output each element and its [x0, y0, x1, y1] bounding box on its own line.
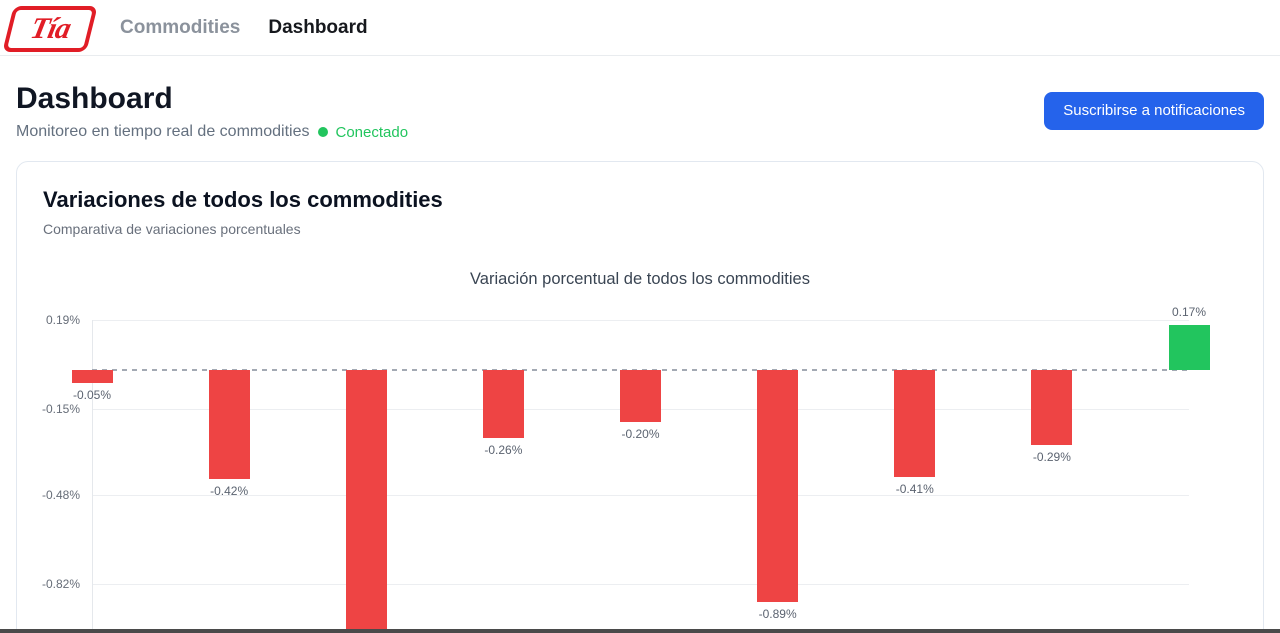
- nav-item-dashboard[interactable]: Dashboard: [268, 16, 368, 38]
- tia-logo[interactable]: Tía: [2, 5, 98, 52]
- connection-status: Conectado: [318, 124, 408, 141]
- bar-negative: [620, 369, 661, 422]
- card-title: Variaciones de todos los commodities: [43, 187, 443, 212]
- variations-card: Variaciones de todos los commodities Com…: [16, 161, 1264, 633]
- page-header-left: Dashboard Monitoreo en tiempo real de co…: [16, 80, 408, 141]
- bar-value-label: -0.05%: [72, 387, 112, 402]
- bar-value-label: -0.42%: [210, 484, 249, 499]
- top-navbar: Tía Commodities Dashboard: [0, 0, 1280, 56]
- bar-negative: [208, 369, 250, 480]
- page-subtitle: Monitoreo en tiempo real de commodities: [16, 123, 310, 140]
- tia-logo-text: Tía: [27, 11, 73, 45]
- main-content: Dashboard Monitoreo en tiempo real de co…: [0, 80, 1280, 633]
- nav-links: Commodities Dashboard: [120, 17, 368, 39]
- bar-negative: [345, 369, 387, 633]
- bar-chart: 0.19% -0.15% -0.48% -0.82% -0.05% -0.42% -0.26…: [17, 298, 1263, 633]
- subscribe-notifications-button[interactable]: Suscribirse a notificaciones: [1044, 91, 1264, 130]
- connected-dot-icon: [318, 127, 329, 137]
- bar-value-label: 0.17%: [1171, 305, 1207, 320]
- page-subtitle-row: Monitoreo en tiempo real de commodities …: [16, 123, 408, 141]
- y-axis-tick-label: -0.15%: [41, 401, 80, 416]
- chart-title: Variación porcentual de todos los commod…: [470, 270, 810, 288]
- bar-value-label: -0.20%: [621, 426, 660, 441]
- page-header: Dashboard Monitoreo en tiempo real de co…: [16, 80, 1264, 141]
- gridline: [92, 319, 1189, 321]
- y-axis-tick-label: -0.48%: [41, 488, 80, 503]
- bar-value-label: -0.29%: [1032, 450, 1071, 465]
- status-label: Conectado: [335, 123, 409, 141]
- y-axis-line: [91, 319, 93, 633]
- nav-item-commodities[interactable]: Commodities: [120, 16, 241, 38]
- gridline: [92, 495, 1189, 497]
- bar-negative: [71, 369, 113, 383]
- gridline: [92, 583, 1189, 585]
- bottom-dark-strip: [0, 629, 1280, 633]
- y-axis-tick-label: -0.82%: [41, 576, 80, 591]
- bar-value-label: -0.26%: [484, 442, 523, 457]
- bar-negative: [757, 369, 799, 603]
- bar-negative: [894, 369, 936, 477]
- bar-value-label: -0.89%: [758, 607, 797, 622]
- y-axis-tick-label: 0.19%: [45, 312, 80, 327]
- bar-negative: [1031, 369, 1073, 446]
- card-subtitle: Comparativa de variaciones porcentuales: [43, 221, 301, 237]
- card-header: Variaciones de todos los commodities Com…: [17, 162, 1263, 237]
- bar-value-label: -0.41%: [895, 481, 934, 496]
- bar-negative: [482, 369, 524, 438]
- page-title: Dashboard: [16, 82, 173, 115]
- bar-positive: [1168, 325, 1210, 370]
